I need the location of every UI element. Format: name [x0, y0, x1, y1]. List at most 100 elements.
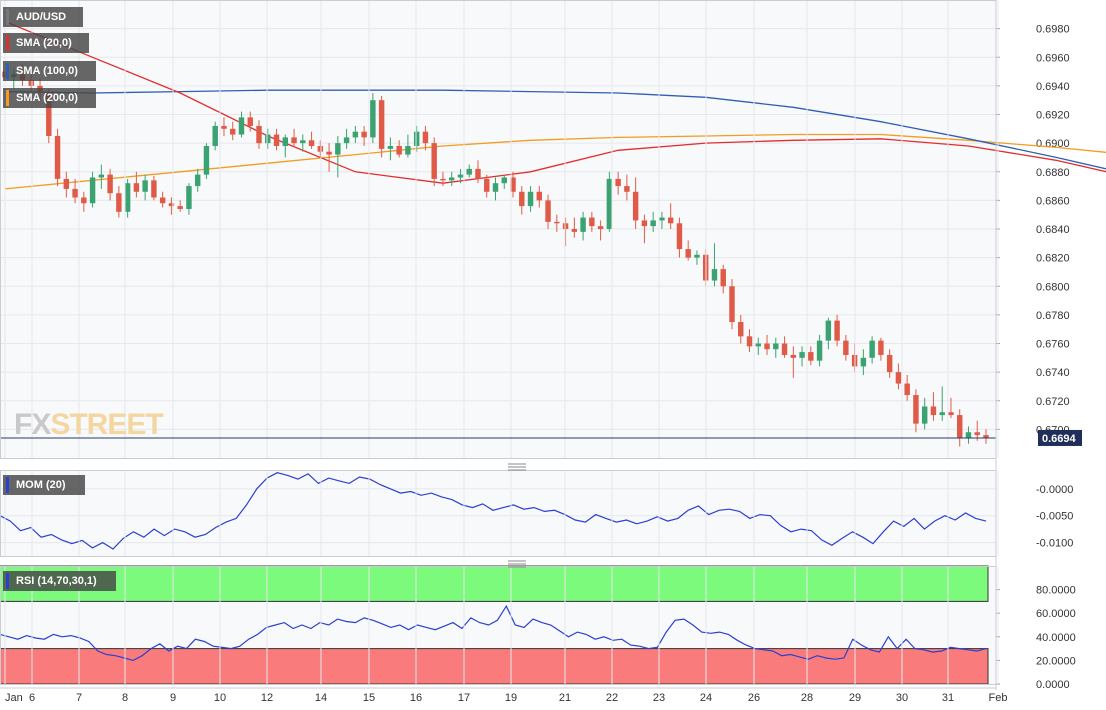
price-tick-label: 0.6880 [1036, 167, 1070, 179]
candle-body [282, 137, 289, 146]
fxstreet-logo: FXSTREET [14, 408, 164, 441]
candle-body [370, 100, 376, 138]
legend-sma-20-label: SMA (20,0) [16, 37, 72, 49]
candle [746, 329, 753, 353]
candle [965, 426, 972, 444]
candle-body [983, 435, 989, 438]
candle [571, 217, 578, 238]
candle-body [913, 395, 919, 424]
candle-body [606, 178, 613, 229]
price-tick-label: 0.6980 [1036, 24, 1070, 36]
candle [930, 392, 937, 421]
symbol-swatch [6, 9, 9, 25]
sma-200-line [4, 133, 1106, 190]
price-tick-label: 0.6840 [1036, 224, 1070, 236]
candle-body [168, 203, 175, 207]
candle [632, 177, 639, 229]
candle [221, 117, 227, 136]
candle [606, 171, 613, 232]
candle-body [527, 191, 534, 207]
candle [308, 131, 315, 149]
last-price-label: 0.6694 [1042, 433, 1077, 445]
candle-body [46, 93, 52, 136]
candle [63, 171, 70, 198]
candle [352, 125, 359, 144]
candle-body [378, 100, 385, 149]
candle-body [387, 145, 394, 149]
candle [396, 140, 402, 158]
candle-body [256, 125, 262, 144]
candle [624, 174, 630, 201]
x-tick-label: 16 [410, 692, 422, 704]
candle [948, 397, 954, 418]
legend-momentum-label: MOM (20) [16, 479, 66, 491]
candle [510, 171, 516, 198]
candle-body [63, 178, 70, 189]
rsi-overbought-zone [0, 565, 989, 602]
candle-body [142, 180, 148, 192]
x-tick-label: 17 [458, 692, 470, 704]
candle-body [448, 177, 455, 181]
candle-body [238, 117, 245, 135]
candle [300, 134, 306, 152]
candle-body [965, 432, 972, 438]
candle [808, 346, 814, 365]
candle [168, 197, 175, 215]
candle [230, 121, 236, 141]
x-tick-label: 6 [29, 692, 35, 704]
candle-body [300, 140, 306, 144]
candle [825, 317, 832, 350]
candle-body [440, 178, 446, 181]
candle-body [54, 135, 61, 179]
price-tick-label: 0.6940 [1036, 81, 1070, 93]
legend-sma-100: SMA (100,0) [3, 61, 96, 81]
candle-body [930, 406, 937, 416]
candle [256, 120, 262, 149]
sma-100-swatch [6, 63, 9, 79]
legend-sma-200: SMA (200,0) [3, 88, 96, 108]
momentum-tick-label: -0.0050 [1036, 511, 1073, 523]
sma-100-line [4, 89, 1106, 170]
candle [378, 95, 385, 158]
candle [694, 250, 700, 265]
candle-body [720, 269, 726, 287]
candle [124, 178, 131, 218]
candle-body [317, 145, 324, 152]
candle-body [711, 269, 718, 281]
rsi-oversold-zone [0, 648, 989, 685]
candle [212, 121, 218, 151]
candle [282, 134, 289, 158]
rsi-tick-label: 40.0000 [1036, 632, 1076, 644]
legend-symbol: AUD/USD [3, 7, 83, 27]
candle-body [904, 383, 910, 396]
candle [580, 211, 586, 241]
candle [773, 337, 779, 358]
candle [186, 183, 192, 215]
candle-body [843, 340, 849, 355]
rsi-tick-label: 0.0000 [1036, 679, 1070, 691]
x-axis: Jan 6 7 8 9 10 12 14 15 16 17 19 21 22 23 24 26 28 29 30 31 F… [0, 0, 1007, 704]
x-tick-label: Feb [989, 692, 1008, 704]
candle [816, 334, 823, 367]
candle [440, 171, 446, 187]
candle [597, 220, 604, 241]
legend-rsi-label: RSI (14,70,30,1) [16, 575, 97, 587]
candle [720, 264, 726, 294]
candle-body [790, 354, 797, 358]
candle [869, 336, 875, 364]
candle-body [107, 174, 113, 194]
candle [370, 93, 376, 144]
candle-body [186, 186, 192, 209]
candle-body [203, 145, 210, 175]
legend-rsi: RSI (14,70,30,1) [3, 571, 116, 591]
candle [194, 168, 201, 192]
candle [203, 143, 210, 179]
candle-body [746, 336, 753, 347]
candle [676, 217, 683, 258]
candle-body [632, 191, 639, 221]
momentum-tick-label: -0.0000 [1036, 484, 1073, 496]
candle-body [948, 412, 954, 416]
candle [116, 186, 122, 218]
candle [448, 171, 455, 187]
candle-body [291, 137, 297, 144]
